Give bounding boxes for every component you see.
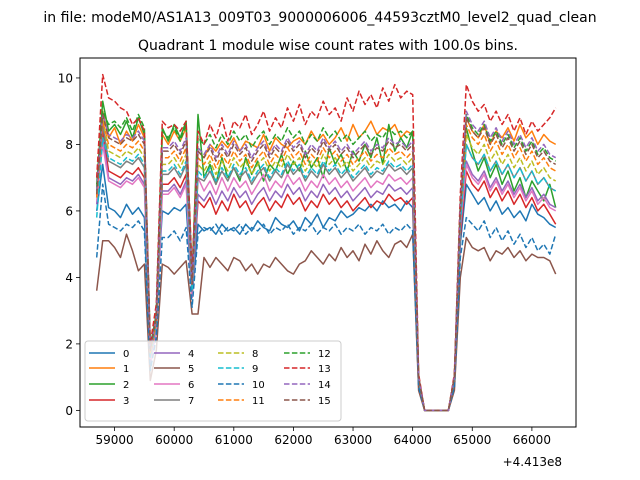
y-tick-label: 2 xyxy=(65,337,73,351)
series-line-11 xyxy=(95,120,557,412)
legend-label-3: 3 xyxy=(123,396,129,407)
series-line-3 xyxy=(95,130,557,412)
y-tick-label: 10 xyxy=(58,71,73,85)
y-tick-label: 8 xyxy=(65,138,73,152)
y-axis-ticks: 0 2 4 6 8 10 xyxy=(58,71,80,418)
y-tick-label: 4 xyxy=(65,271,73,285)
legend-label-13: 13 xyxy=(318,364,331,375)
x-tick-label: 65000 xyxy=(453,433,491,447)
legend-label-4: 4 xyxy=(188,349,194,360)
x-tick-label: 61000 xyxy=(215,433,253,447)
x-axis-ticks: 59000 60000 61000 62000 63000 64000 65000 66000 xyxy=(95,427,551,447)
series-line-2 xyxy=(95,100,557,412)
x-tick-label: 64000 xyxy=(394,433,432,447)
legend-label-7: 7 xyxy=(188,396,194,407)
legend-label-2: 2 xyxy=(123,380,129,391)
x-tick-label: 63000 xyxy=(334,433,372,447)
x-tick-label: 62000 xyxy=(274,433,312,447)
series-line-8 xyxy=(95,117,557,412)
legend-label-9: 9 xyxy=(252,364,258,375)
series-line-13 xyxy=(95,73,557,412)
legend-label-14: 14 xyxy=(318,380,331,391)
figure-suptitle: in file: modeM0/AS1A13_009T03_9000006006… xyxy=(43,10,596,26)
axes-frame xyxy=(79,57,577,428)
y-tick-label: 6 xyxy=(65,204,73,218)
legend-label-5: 5 xyxy=(188,364,194,375)
x-tick-label: 59000 xyxy=(95,433,133,447)
legend-label-11: 11 xyxy=(252,396,265,407)
series-line-14 xyxy=(95,110,557,412)
series-line-15 xyxy=(95,113,557,412)
series-line-6 xyxy=(95,143,557,412)
series-line-10 xyxy=(95,183,557,412)
x-tick-label: 60000 xyxy=(155,433,193,447)
x-axis-offset-label: +4.413e8 xyxy=(503,455,562,469)
series-line-0 xyxy=(95,163,557,412)
legend-frame xyxy=(84,340,342,422)
series-line-4 xyxy=(95,137,557,412)
x-tick-label: 66000 xyxy=(513,433,551,447)
legend-label-8: 8 xyxy=(252,349,258,360)
legend-label-6: 6 xyxy=(188,380,194,391)
plot-series-group xyxy=(95,73,557,412)
legend-label-12: 12 xyxy=(318,349,331,360)
legend-label-0: 0 xyxy=(123,349,129,360)
legend-label-15: 15 xyxy=(318,396,331,407)
legend-label-10: 10 xyxy=(252,380,265,391)
series-line-12 xyxy=(95,110,557,412)
y-tick-label: 0 xyxy=(65,404,73,418)
legend-label-1: 1 xyxy=(123,364,129,375)
chart-title: Quadrant 1 module wise count rates with … xyxy=(138,38,518,54)
series-line-5 xyxy=(95,233,557,412)
series-line-9 xyxy=(95,137,557,412)
